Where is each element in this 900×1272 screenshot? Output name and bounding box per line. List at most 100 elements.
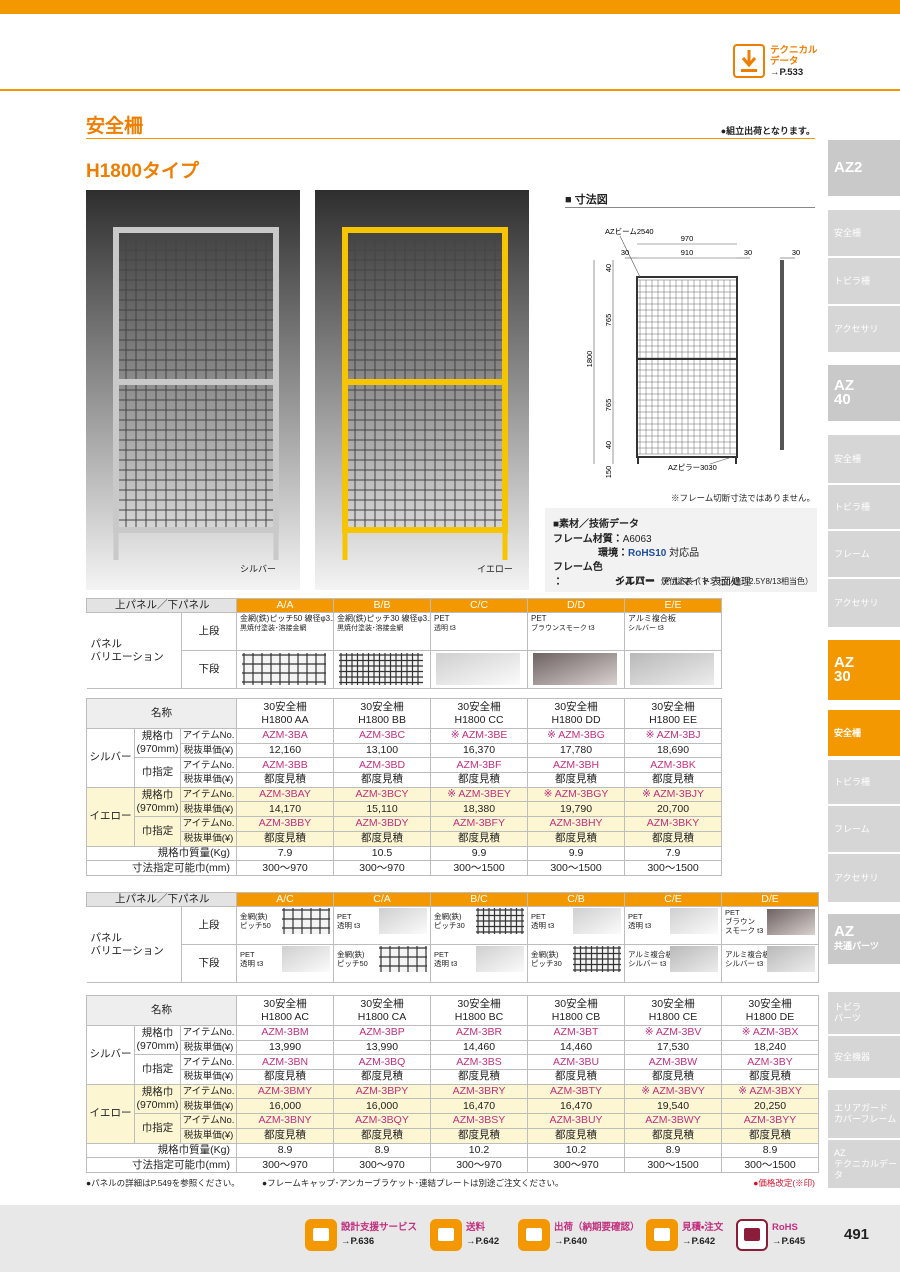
sidebar-item[interactable]: 安全柵 — [828, 435, 900, 483]
cell-line: PET — [240, 950, 255, 959]
block-label: 巾指定 — [134, 1113, 181, 1144]
name-line: 30安全柵 — [360, 700, 404, 713]
value-cell: 都度見積 — [527, 772, 626, 788]
name-cell: 30安全柵 H1800 AA — [236, 698, 335, 729]
sidebar-text: 安全柵 — [834, 453, 862, 464]
panel-swatch — [630, 653, 714, 685]
value-cell: 8.9 — [236, 1142, 335, 1159]
block-line: 巾指定 — [141, 1121, 174, 1134]
dim-label: 40 — [604, 441, 613, 449]
value-cell: 8.9 — [721, 1142, 820, 1159]
footer-link[interactable]: 見積・注文 →P.642 — [646, 1219, 723, 1251]
sidebar-item[interactable]: AZ 30 — [828, 640, 900, 700]
footer-link[interactable]: RoHS →P.645 — [736, 1219, 805, 1251]
link-label: 送料 — [466, 1222, 486, 1233]
row-label: 下段 — [181, 650, 237, 689]
panel-cell: アルミ複合板 シルバー t3 — [624, 944, 722, 983]
footer-link[interactable]: 送料 →P.642 — [430, 1219, 499, 1251]
block-label: 巾指定 — [134, 1054, 181, 1085]
swatch-fill — [476, 946, 524, 972]
cell-line: 金網(鉄)ピッチ30 線径φ3.2 — [337, 614, 431, 623]
name-line: H1800 DE — [745, 1010, 795, 1023]
panel-swatch — [573, 908, 621, 934]
value-cell: 18,690 — [624, 742, 723, 759]
spec-table: 名称 30安全柵 H1800 AC 30安全柵 H1800 CA 30安全柵 H1800 B… — [85, 995, 820, 1173]
sidebar-item[interactable]: アクセサリ — [828, 579, 900, 627]
footer-link[interactable]: 出荷（納期要確認） →P.640 — [518, 1219, 640, 1251]
name-line: H1800 CB — [551, 1010, 601, 1023]
spec-value: A6063 — [622, 534, 652, 545]
value-cell: AZM-3BQ — [333, 1054, 432, 1071]
panel-row: 下段 PET 透明 t3 金網(鉄) ピッチ50 PET 透明 t3 金網(鉄) ピッチ30 アル… — [87, 944, 819, 983]
panel-cell: PET ブラウンスモーク t3 — [527, 612, 625, 651]
tech-page: →P.533 — [770, 67, 804, 78]
sidebar-text: パーツ — [834, 1013, 861, 1023]
sidebar-item[interactable]: トビラ パーツ — [828, 992, 900, 1034]
value-cell: 14,170 — [236, 801, 335, 818]
value-cell: AZM-3BA — [236, 728, 335, 744]
cell-line: アルミ複合板 — [628, 614, 676, 623]
tech-link[interactable]: テクニカル データ →P.533 — [770, 45, 818, 78]
cell-line: PET — [725, 908, 740, 917]
name-line: H1800 CC — [454, 713, 504, 726]
sidebar-item[interactable]: アクセサリ — [828, 854, 900, 902]
spec-label: フレーム色 ： — [553, 562, 603, 588]
cell-text: PET 透明 t3 — [240, 950, 280, 968]
cell-wrap: 金網(鉄) ピッチ30 — [531, 946, 621, 972]
code-cell: E/E — [624, 598, 722, 613]
spec-row: 税抜単価(¥) 16,000 16,000 16,470 16,470 19,540 20,… — [87, 1098, 820, 1115]
sidebar-item[interactable]: AZ 40 — [828, 365, 900, 421]
value-cell: AZM-3BF — [430, 757, 529, 774]
value-cell: 都度見積 — [527, 1127, 626, 1144]
spec-row: イエロー 焼付塗装（マンセル値：2.5Y8/13相当色） — [553, 572, 813, 587]
cell-wrap: 金網(鉄) ピッチ50 — [240, 908, 330, 934]
icon-glyph — [526, 1228, 542, 1241]
block-line: 巾指定 — [141, 1063, 174, 1076]
sidebar-item[interactable]: フレーム — [828, 806, 900, 852]
sidebar-text: アクセサリ — [834, 323, 879, 334]
group-label: イエロー — [86, 786, 135, 847]
dim-label: 30 — [792, 248, 800, 257]
value-cell: 300～1500 — [624, 1157, 723, 1173]
sidebar-item[interactable]: トビラ柵 — [828, 485, 900, 529]
cell-text: 金網(鉄) ピッチ30 — [434, 912, 474, 930]
panel-swatch — [573, 946, 621, 972]
value-cell: AZM-3BRY — [430, 1083, 529, 1100]
spec-label: 環境： — [598, 548, 628, 559]
footer-link[interactable]: 設計支援サービス →P.636 — [305, 1219, 417, 1251]
sidebar-item[interactable]: 安全柵 — [828, 710, 900, 756]
value-cell: 都度見積 — [236, 1069, 335, 1085]
block-label: 巾指定 — [134, 816, 181, 847]
panel-swatch — [670, 908, 718, 934]
name-line: 30安全柵 — [554, 700, 598, 713]
value-cell: ※ AZM-3BJY — [624, 786, 723, 803]
sidebar-text: フレーム — [834, 548, 870, 559]
cell-line: PET — [434, 614, 450, 623]
name-line: H1800 CE — [648, 1010, 698, 1023]
value-cell: 都度見積 — [721, 1127, 820, 1144]
sidebar-item[interactable]: フレーム — [828, 531, 900, 577]
block-line: (970mm) — [136, 743, 179, 756]
spec-row: 税抜単価(¥) 都度見積 都度見積 都度見積 都度見積 都度見積 都度見積 — [87, 1069, 820, 1085]
field-label: アイテムNo. — [179, 1083, 238, 1100]
sidebar-item[interactable]: エリアガード カバーフレーム — [828, 1090, 900, 1138]
cell-text: 金網(鉄) ピッチ30 — [531, 950, 571, 968]
name-label: 名称 — [85, 995, 238, 1026]
cell-wrap: PET 透明 t3 — [434, 946, 524, 972]
sidebar-item[interactable]: 安全柵 — [828, 210, 900, 256]
sidebar-item[interactable]: AZ2 — [828, 140, 900, 196]
sidebar-item[interactable]: アクセサリ — [828, 306, 900, 352]
name-line: H1800 CA — [357, 1010, 407, 1023]
value-cell: 20,700 — [624, 801, 723, 818]
sidebar-item[interactable]: トビラ柵 — [828, 258, 900, 304]
value-cell: 9.9 — [430, 845, 529, 862]
row-label: 上段 — [181, 906, 237, 945]
sidebar-item[interactable]: トビラ柵 — [828, 760, 900, 804]
sidebar-item[interactable]: AZ テクニカルデータ — [828, 1140, 900, 1188]
sidebar-item[interactable]: 安全機器 — [828, 1036, 900, 1078]
value-cell: 8.9 — [333, 1142, 432, 1159]
value-cell: 300～970 — [236, 1157, 335, 1173]
sidebar-item[interactable]: AZ 共通パーツ — [828, 914, 900, 964]
value-cell: ※ AZM-3BEY — [430, 786, 529, 803]
cell-line: 金網(鉄)ピッチ50 線径φ3.2 — [240, 614, 334, 623]
